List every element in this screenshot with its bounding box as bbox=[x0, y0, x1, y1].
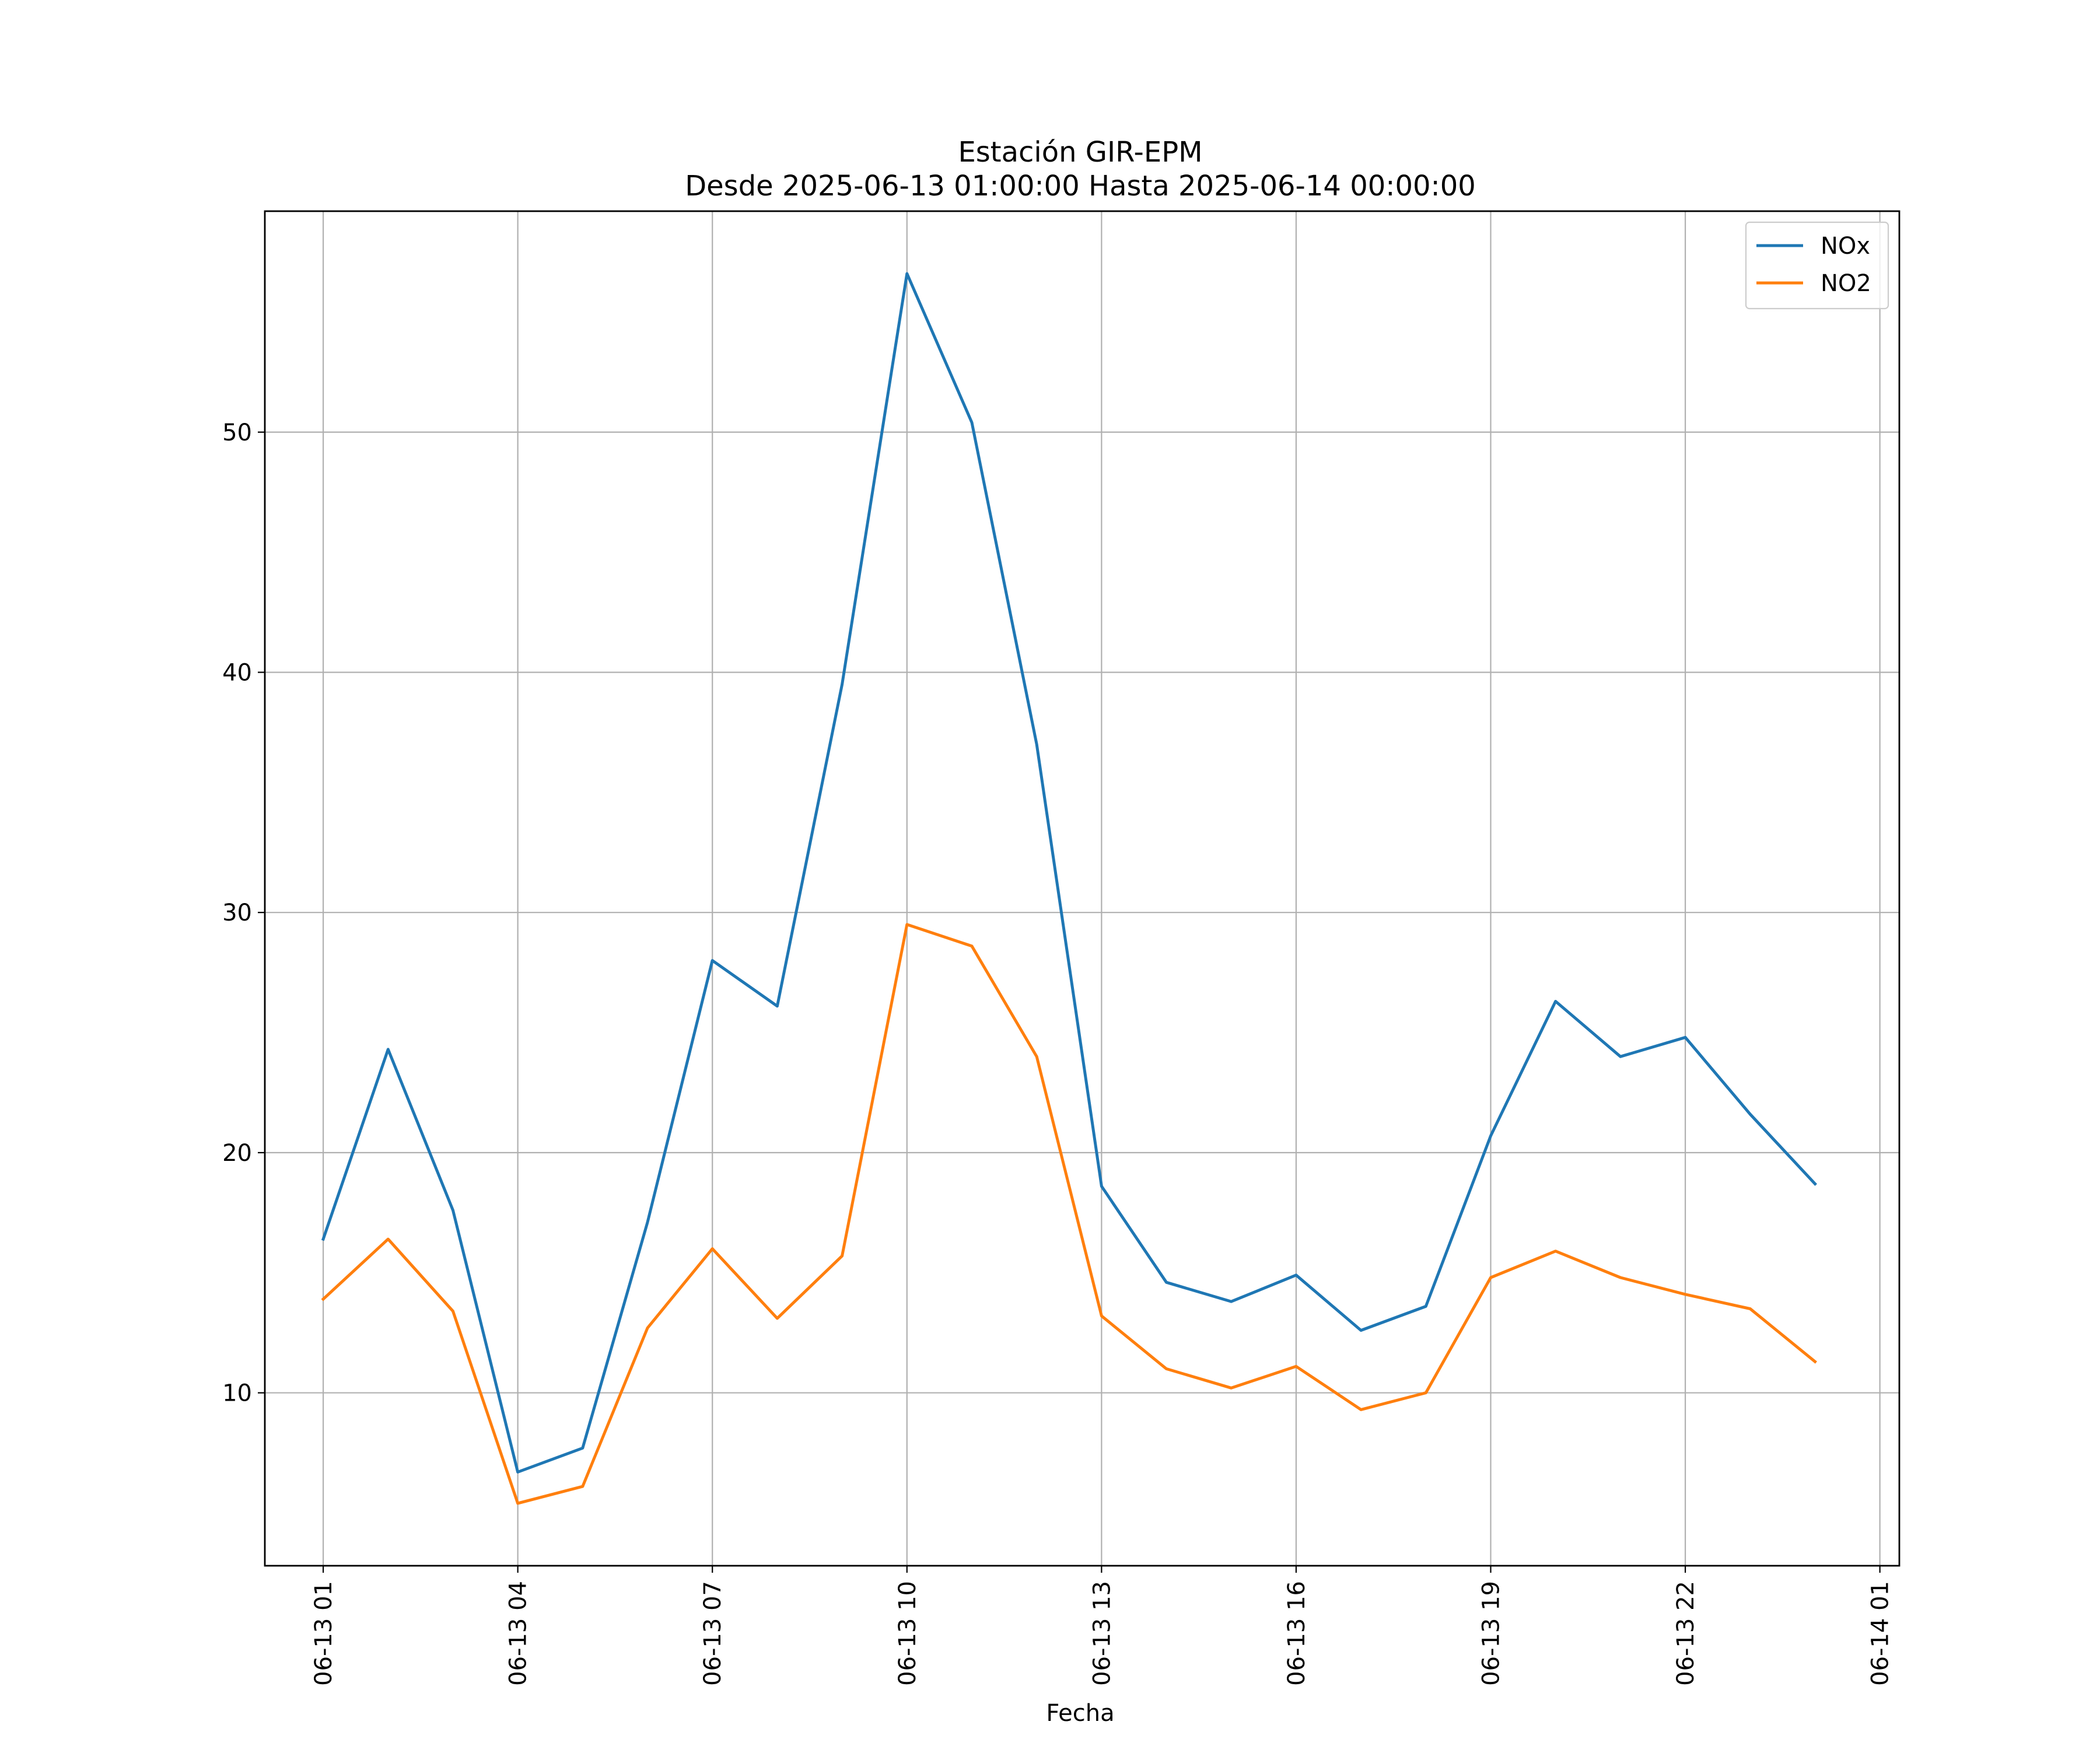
y-tick-label: 40 bbox=[222, 659, 252, 686]
x-tick-label: 06-13 04 bbox=[505, 1581, 532, 1686]
y-tick-label: 20 bbox=[222, 1140, 252, 1167]
y-tick-label: 50 bbox=[222, 419, 252, 446]
x-axis-title: Fecha bbox=[1046, 1700, 1114, 1727]
x-tick-label: 06-13 07 bbox=[699, 1581, 726, 1686]
x-tick-label: 06-13 13 bbox=[1088, 1581, 1115, 1686]
chart-title: Estación GIR-EPM bbox=[958, 136, 1202, 169]
legend: NOx NO2 bbox=[1745, 221, 1889, 310]
legend-label-no2: NO2 bbox=[1821, 270, 1871, 297]
legend-label-nox: NOx bbox=[1821, 233, 1870, 260]
plot-frame bbox=[264, 210, 1901, 1567]
y-tick-label: 10 bbox=[222, 1380, 252, 1407]
legend-box bbox=[1745, 221, 1889, 310]
series-line-nox bbox=[321, 272, 1818, 1474]
x-tick-label: 06-13 10 bbox=[894, 1581, 921, 1686]
chart-subtitle: Desde 2025-06-13 01:00:00 Hasta 2025-06-… bbox=[685, 170, 1476, 202]
x-tick-label: 06-14 01 bbox=[1867, 1581, 1894, 1686]
series-line-no2 bbox=[321, 923, 1818, 1505]
x-tick-label: 06-13 22 bbox=[1672, 1581, 1699, 1686]
x-tick-label: 06-13 01 bbox=[310, 1581, 337, 1686]
y-axis: 10 20 30 40 50 bbox=[222, 419, 265, 1407]
x-tick-label: 06-13 19 bbox=[1478, 1581, 1505, 1686]
y-tick-label: 30 bbox=[222, 900, 252, 926]
series-lines bbox=[321, 272, 1818, 1505]
grid-lines bbox=[265, 211, 1899, 1566]
x-axis: 06-13 01 06-13 04 06-13 07 06-13 10 06-13 13… bbox=[310, 1566, 1894, 1686]
x-tick-label: 06-13 16 bbox=[1283, 1581, 1310, 1686]
